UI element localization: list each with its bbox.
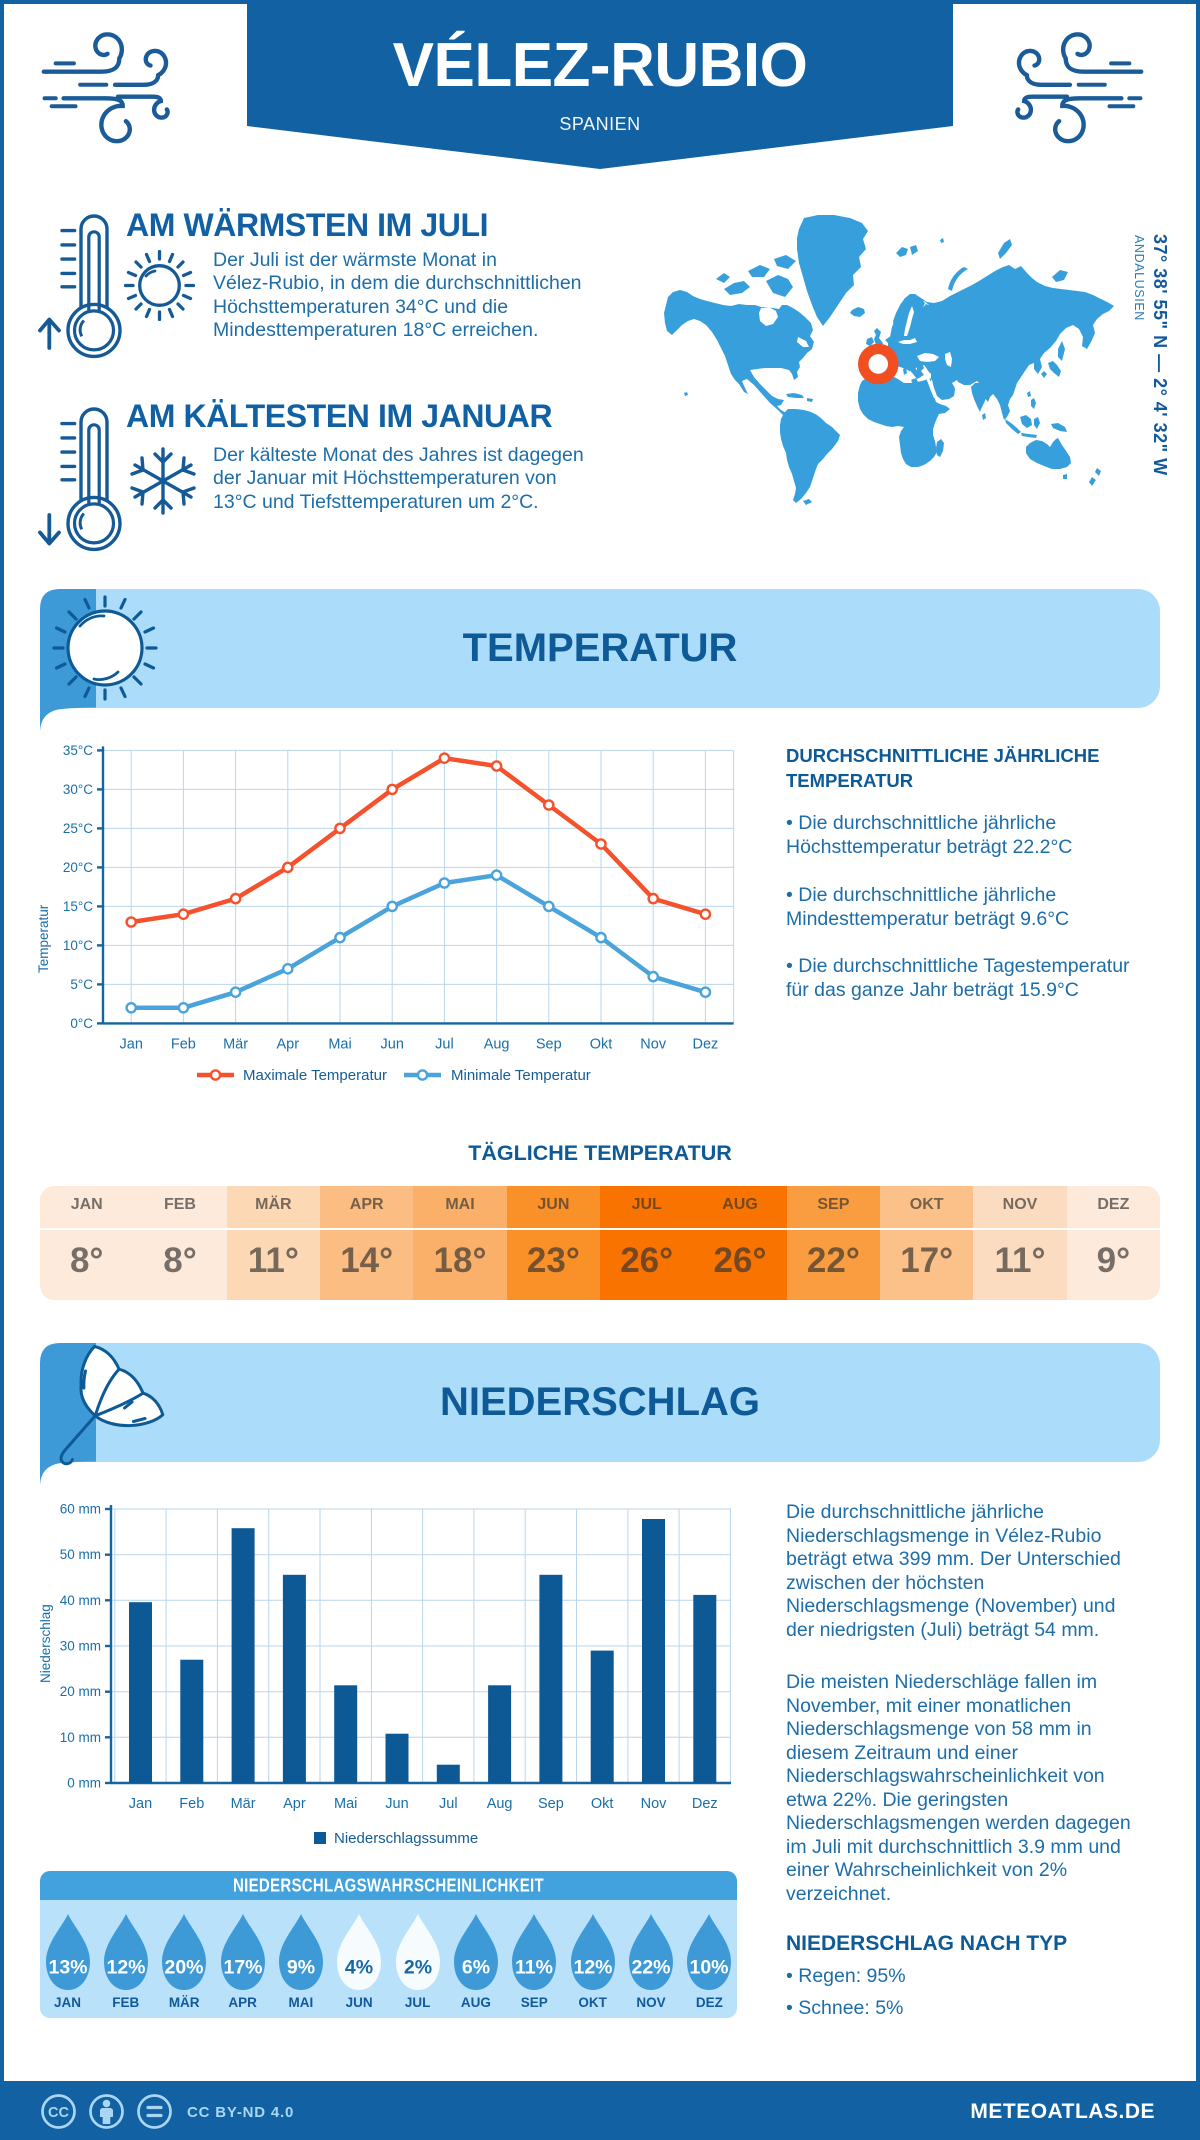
svg-text:Okt: Okt [590,1036,613,1052]
svg-text:2%: 2% [404,1957,432,1979]
svg-text:Jun: Jun [381,1036,404,1052]
svg-text:0°C: 0°C [70,1016,93,1031]
svg-text:Feb: Feb [171,1036,196,1052]
svg-text:Feb: Feb [179,1796,204,1812]
svg-text:35°C: 35°C [63,743,93,758]
svg-text:0 mm: 0 mm [67,1776,101,1791]
svg-text:Mai: Mai [334,1796,357,1812]
svg-text:10%: 10% [690,1957,729,1979]
svg-text:15°C: 15°C [63,899,93,914]
svg-text:Mär: Mär [223,1036,248,1052]
svg-text:4%: 4% [345,1957,373,1979]
svg-text:Dez: Dez [692,1796,718,1812]
svg-text:30°C: 30°C [63,782,93,797]
svg-text:5°C: 5°C [70,977,93,992]
svg-text:12%: 12% [573,1957,612,1979]
svg-text:Mai: Mai [328,1036,351,1052]
svg-text:Jul: Jul [435,1036,454,1052]
svg-text:Apr: Apr [277,1036,300,1052]
svg-text:Okt: Okt [591,1796,614,1812]
svg-text:25°C: 25°C [63,821,93,836]
svg-text:Dez: Dez [693,1036,719,1052]
svg-text:Mär: Mär [231,1796,256,1812]
svg-text:Maximale Temperatur: Maximale Temperatur [243,1067,387,1084]
svg-text:20°C: 20°C [63,860,93,875]
svg-text:20 mm: 20 mm [60,1684,101,1699]
svg-text:Apr: Apr [283,1796,306,1812]
svg-text:10 mm: 10 mm [60,1730,101,1745]
svg-text:Jan: Jan [129,1796,152,1812]
svg-text:50 mm: 50 mm [60,1547,101,1562]
svg-text:Nov: Nov [641,1796,668,1812]
svg-text:Aug: Aug [484,1036,510,1052]
svg-text:30 mm: 30 mm [60,1639,101,1654]
svg-text:12%: 12% [106,1957,145,1979]
svg-text:CC: CC [48,2105,69,2121]
svg-text:10°C: 10°C [63,938,93,953]
svg-text:Sep: Sep [538,1796,564,1812]
svg-text:17%: 17% [223,1957,262,1979]
svg-text:Aug: Aug [487,1796,513,1812]
svg-text:Minimale Temperatur: Minimale Temperatur [451,1067,591,1084]
svg-text:13%: 13% [48,1957,87,1979]
svg-text:60 mm: 60 mm [60,1502,101,1517]
svg-text:Jul: Jul [439,1796,458,1812]
svg-text:22%: 22% [631,1957,670,1979]
svg-text:20%: 20% [165,1957,204,1979]
svg-text:11%: 11% [515,1957,553,1979]
svg-text:Jan: Jan [120,1036,143,1052]
svg-text:40 mm: 40 mm [60,1593,101,1608]
svg-text:6%: 6% [462,1957,490,1979]
svg-text:Jun: Jun [385,1796,408,1812]
svg-text:Niederschlagssumme: Niederschlagssumme [334,1830,478,1847]
svg-text:Sep: Sep [536,1036,562,1052]
svg-text:9%: 9% [287,1957,315,1979]
svg-text:Nov: Nov [640,1036,667,1052]
